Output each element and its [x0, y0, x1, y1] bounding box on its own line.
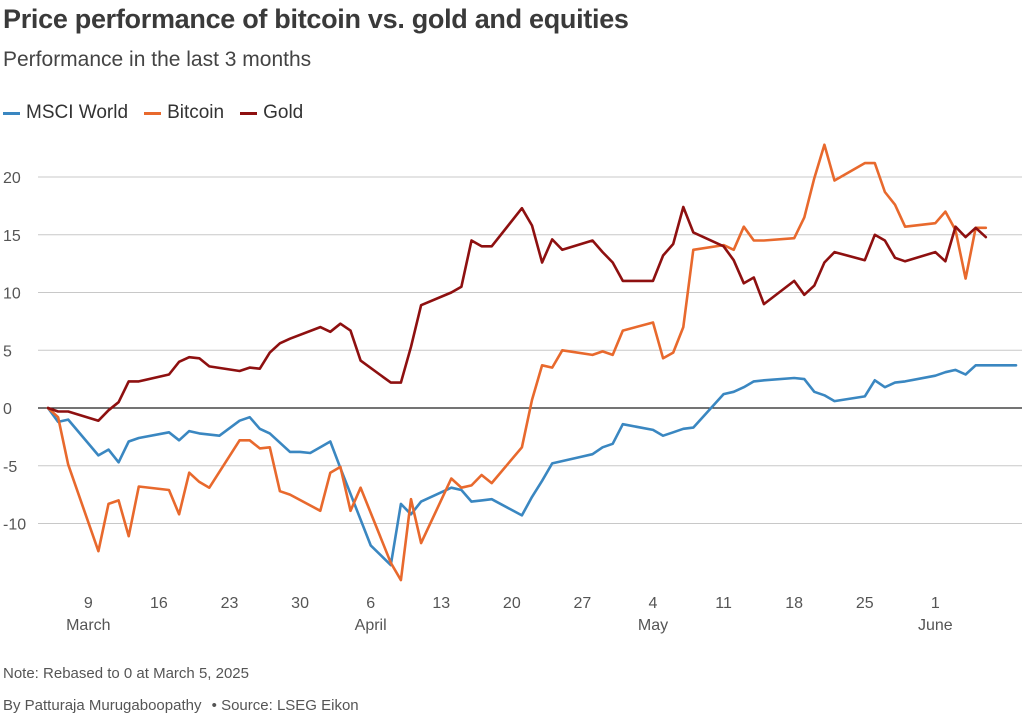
x-tick-label: 16 [150, 595, 168, 612]
series-line-bitcoin [46, 143, 988, 582]
x-tick-label: 30 [291, 595, 309, 612]
x-tick-label: 25 [856, 595, 874, 612]
legend-item-msci-world: MSCI World [3, 102, 128, 124]
y-tick-label: -10 [3, 517, 26, 534]
y-tick-label: 20 [3, 170, 21, 187]
x-tick-label: 13 [432, 595, 450, 612]
x-tick-label: 20 [503, 595, 521, 612]
legend-swatch-gold [240, 111, 258, 115]
credit-author: By Patturaja Murugaboopathy [3, 697, 202, 714]
x-tick-label: 11 [715, 595, 732, 612]
y-tick-label: 0 [3, 401, 12, 418]
line-chart: 20 15 10 5 0 -5 -10 9 16 23 30 6 13 20 27 4 11 18 25 1 Marc… [3, 143, 1022, 634]
x-axis-ticks: 9 16 23 30 6 13 20 27 4 11 18 25 1 March April May June [66, 595, 953, 634]
legend-item-gold: Gold [240, 102, 303, 124]
grid-lines [38, 176, 1022, 524]
x-month-label: June [918, 617, 953, 634]
legend-label-bitcoin: Bitcoin [167, 102, 225, 123]
series-line-gold [46, 205, 988, 423]
chart-subtitle: Performance in the last 3 months [3, 48, 312, 71]
y-tick-label: -5 [3, 459, 17, 476]
chart-legend: MSCI World Bitcoin Gold [3, 101, 319, 125]
y-tick-label: 5 [3, 343, 12, 360]
x-tick-label: 1 [931, 595, 940, 612]
legend-label-gold: Gold [263, 102, 304, 123]
y-axis-ticks: 20 15 10 5 0 -5 -10 [3, 170, 26, 534]
credit-separator: • [211, 697, 217, 714]
chart-note: Note: Rebased to 0 at March 5, 2025 [3, 665, 249, 682]
x-tick-label: 4 [649, 595, 658, 612]
chart-title: Price performance of bitcoin vs. gold an… [3, 4, 629, 34]
x-tick-label: 9 [84, 595, 93, 612]
y-tick-label: 10 [3, 286, 21, 303]
y-tick-label: 15 [3, 228, 21, 245]
series-line-msci-world [46, 364, 1018, 567]
x-tick-label: 18 [785, 595, 803, 612]
x-tick-label: 6 [366, 595, 375, 612]
legend-swatch-bitcoin [144, 111, 162, 115]
legend-label-msci-world: MSCI World [26, 102, 129, 123]
legend-item-bitcoin: Bitcoin [144, 102, 224, 124]
chart-credit: By Patturaja Murugaboopathy • Source: LS… [3, 697, 359, 714]
x-month-label: May [638, 617, 668, 634]
x-tick-label: 27 [574, 595, 592, 612]
x-month-label: March [66, 617, 110, 634]
x-month-label: April [355, 617, 387, 634]
legend-swatch-msci-world [3, 111, 20, 115]
credit-source: Source: LSEG Eikon [221, 697, 359, 714]
series-lines [46, 143, 1018, 582]
x-tick-label: 23 [221, 595, 239, 612]
